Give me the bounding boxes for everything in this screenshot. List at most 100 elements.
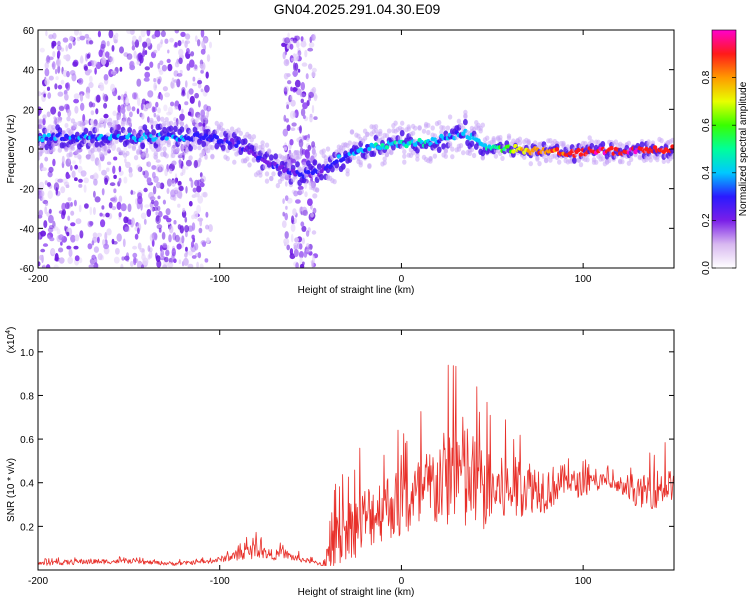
- noise-speckle: [155, 101, 159, 108]
- ridge-halo: [655, 157, 660, 163]
- noise-speckle: [77, 77, 84, 85]
- ridge-halo: [578, 162, 584, 168]
- ridge-halo: [232, 159, 237, 165]
- noise-speckle: [303, 135, 308, 141]
- ridge-halo: [493, 153, 499, 159]
- noise-speckle: [53, 116, 56, 120]
- ridge-core: [467, 136, 472, 141]
- noise-speckle: [111, 45, 115, 52]
- noise-speckle: [79, 56, 84, 64]
- ridge-mid: [319, 173, 324, 181]
- noise-speckle: [61, 155, 65, 164]
- spectrogram-x-tick-label: -100: [210, 274, 230, 285]
- noise-speckle: [97, 159, 101, 168]
- ridge-halo: [164, 153, 169, 159]
- noise-speckle: [173, 220, 177, 225]
- noise-speckle: [302, 38, 306, 45]
- noise-speckle: [170, 101, 175, 107]
- noise-speckle: [300, 108, 306, 117]
- noise-speckle: [174, 61, 180, 68]
- noise-speckle: [73, 93, 80, 100]
- noise-speckle: [157, 195, 161, 200]
- ridge-halo: [402, 153, 407, 159]
- ridge-core: [164, 136, 169, 141]
- chart-title: GN04.2025.291.04.30.E09: [274, 1, 441, 17]
- noise-speckle: [296, 242, 301, 250]
- ridge-halo: [192, 144, 198, 150]
- noise-speckle: [298, 139, 304, 148]
- ridge-core: [670, 144, 674, 149]
- noise-speckle: [184, 40, 188, 48]
- noise-speckle: [181, 165, 186, 174]
- noise-speckle: [300, 36, 304, 42]
- noise-speckle: [197, 39, 201, 47]
- noise-speckle: [291, 215, 295, 224]
- noise-speckle: [180, 31, 186, 37]
- noise-speckle: [308, 115, 314, 120]
- noise-speckle: [290, 223, 296, 232]
- noise-speckle: [151, 165, 157, 170]
- noise-speckle: [54, 253, 59, 262]
- noise-speckle: [40, 230, 46, 237]
- ridge-halo: [345, 168, 350, 174]
- ridge-halo: [64, 146, 69, 153]
- ridge-halo: [421, 128, 427, 134]
- noise-speckle: [206, 237, 210, 244]
- ridge-halo: [432, 133, 438, 139]
- noise-speckle: [147, 254, 151, 260]
- ridge-core: [482, 143, 488, 148]
- ridge-halo: [112, 124, 117, 130]
- noise-speckle: [44, 156, 49, 162]
- snr-line: [38, 364, 674, 566]
- noise-speckle: [166, 188, 170, 194]
- noise-speckle: [140, 30, 146, 38]
- noise-speckle: [156, 224, 163, 230]
- noise-speckle: [58, 257, 65, 264]
- noise-speckle: [70, 165, 73, 171]
- noise-speckle: [161, 231, 166, 240]
- noise-speckle: [306, 137, 310, 142]
- noise-speckle: [45, 30, 48, 37]
- noise-speckle: [155, 159, 161, 163]
- noise-speckle: [206, 54, 211, 62]
- noise-speckle: [287, 32, 290, 39]
- noise-speckle: [52, 32, 57, 40]
- ridge-halo: [670, 154, 674, 160]
- ridge-mid: [639, 141, 645, 148]
- ridge-halo: [57, 117, 62, 123]
- noise-speckle: [99, 84, 105, 91]
- noise-speckle: [202, 191, 208, 198]
- noise-speckle: [185, 246, 188, 252]
- noise-speckle: [129, 260, 134, 267]
- spectrogram-y-tick-label: 20: [23, 105, 35, 116]
- ridge-core: [554, 147, 560, 152]
- ridge-halo: [402, 149, 407, 155]
- noise-speckle: [51, 40, 57, 47]
- noise-speckle: [70, 210, 75, 216]
- noise-speckle: [79, 230, 84, 239]
- noise-speckle: [194, 92, 200, 99]
- noise-speckle: [154, 30, 161, 38]
- noise-speckle: [136, 78, 142, 87]
- noise-speckle: [185, 80, 188, 88]
- ridge-halo: [83, 119, 89, 125]
- noise-speckle: [160, 30, 166, 38]
- noise-speckle: [151, 106, 156, 113]
- noise-speckle: [154, 85, 158, 89]
- noise-speckle: [47, 227, 54, 233]
- noise-speckle: [111, 206, 117, 211]
- noise-speckle: [80, 170, 87, 177]
- ridge-mid: [214, 142, 220, 150]
- ridge-halo: [648, 157, 653, 163]
- noise-speckle: [140, 102, 144, 111]
- noise-speckle: [123, 146, 127, 152]
- noise-speckle: [155, 181, 162, 189]
- noise-speckle: [57, 50, 61, 57]
- noise-speckle: [311, 141, 316, 148]
- noise-speckle: [92, 207, 96, 215]
- noise-speckle: [299, 93, 306, 98]
- snr-y-tick-label: 1.0: [20, 348, 34, 359]
- noise-speckle: [178, 57, 183, 65]
- noise-speckle: [103, 93, 108, 103]
- noise-speckle: [140, 202, 143, 211]
